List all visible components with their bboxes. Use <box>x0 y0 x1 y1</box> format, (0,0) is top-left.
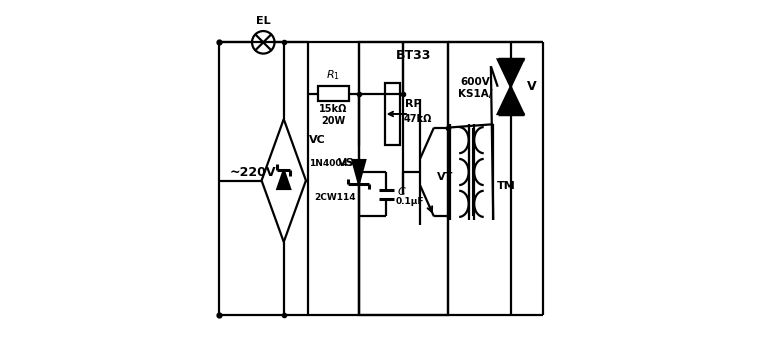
Bar <box>386 83 401 145</box>
Bar <box>359 42 447 315</box>
Text: BT33: BT33 <box>395 49 431 62</box>
Polygon shape <box>277 170 290 189</box>
Polygon shape <box>352 160 365 184</box>
Text: KS1A/: KS1A/ <box>458 88 493 98</box>
Text: $C$: $C$ <box>397 185 407 197</box>
Text: RP: RP <box>405 99 421 109</box>
Text: TM: TM <box>497 181 515 191</box>
Text: 15kΩ: 15kΩ <box>319 104 347 114</box>
Polygon shape <box>498 60 523 87</box>
Text: 0.1μF: 0.1μF <box>395 197 424 206</box>
Text: 600V: 600V <box>461 77 491 87</box>
Text: EL: EL <box>256 16 271 26</box>
Text: VT: VT <box>437 172 453 182</box>
Text: 47kΩ: 47kΩ <box>403 114 431 124</box>
Text: 2CW114: 2CW114 <box>314 193 355 202</box>
Bar <box>318 86 348 101</box>
Polygon shape <box>498 87 523 114</box>
Text: VC: VC <box>309 135 326 144</box>
Text: $R_1$: $R_1$ <box>326 68 340 82</box>
Text: 1N4004×4: 1N4004×4 <box>309 159 361 168</box>
Text: V: V <box>527 80 536 93</box>
Text: ~220V: ~220V <box>229 165 276 179</box>
Text: 20W: 20W <box>321 116 345 126</box>
Text: VS: VS <box>338 159 355 169</box>
